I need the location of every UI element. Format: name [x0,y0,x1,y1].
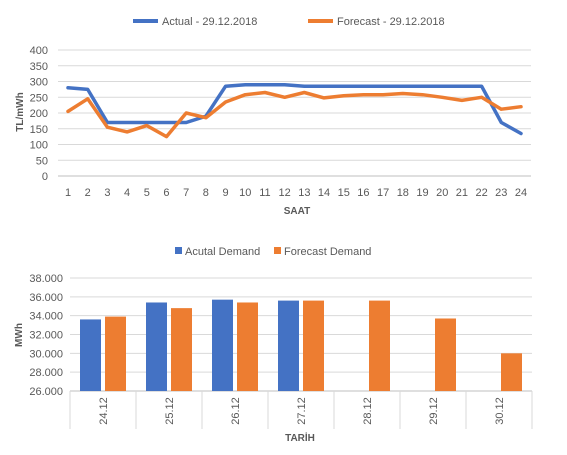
line-x-tick-label: 24 [515,187,527,199]
line-x-axis-title: SAAT [284,206,310,217]
bar-forecast-demand [237,302,258,391]
bar-x-tick-label: 24.12 [98,397,110,425]
bar-actual-demand [212,299,233,391]
line-x-tick-label: 23 [495,187,507,199]
legend-label-forecast-demand: Forecast Demand [284,246,371,258]
bar-x-axis-title: TARİH [285,431,315,444]
line-x-tick-label: 21 [456,187,468,199]
line-series-group [66,82,523,139]
line-y-tick-labels: 0 50 100 150 200 250 300 350 400 [30,45,48,183]
line-x-tick-label: 11 [259,187,270,199]
bar-actual-demand [80,319,101,391]
line-x-tick-label: 9 [223,187,229,199]
bar-x-tick-label: 26.12 [230,397,242,425]
line-x-tick-label: 6 [163,187,169,199]
bar-y-tick-label: 36.000 [29,292,63,304]
bar-x-tick-labels: 24.12 25.12 26.12 27.12 28.12 29.12 30.12 [98,397,506,425]
line-x-tick-label: 19 [416,187,428,199]
line-x-tick-label: 16 [357,187,369,199]
line-x-tick-label: 2 [85,187,91,199]
line-gridlines [58,49,531,177]
line-x-tick-label: 8 [203,187,209,199]
bar-y-tick-label: 34.000 [29,311,63,323]
bar-y-axis-title: MWh [14,323,25,347]
legend-label-actual: Actual - 29.12.2018 [162,16,257,28]
line-y-tick-label: 200 [30,108,48,120]
bar-x-tick-label: 29.12 [428,397,440,425]
line-x-tick-label: 12 [279,187,291,199]
bar-actual-demand [278,300,299,391]
bar-x-tick-label: 25.12 [164,397,176,425]
bar-y-tick-labels: 26.000 28.000 30.000 32.000 34.000 36.000 38.0… [29,273,63,398]
line-x-tick-label: 5 [144,187,150,199]
line-y-axis-title: TL/mWh [15,92,26,131]
bar-forecast-demand [105,316,126,391]
line-x-tick-label: 22 [475,187,487,199]
line-y-tick-label: 0 [42,171,48,183]
bar-forecast-demand [369,300,390,391]
line-x-tick-label: 7 [183,187,189,199]
bar-series-group [80,299,522,391]
line-x-tick-label: 13 [298,187,310,199]
line-y-tick-label: 250 [30,92,48,104]
line-y-tick-label: 50 [36,155,48,167]
bar-y-tick-label: 30.000 [29,348,63,360]
line-legend: Actual - 29.12.2018 Forecast - 29.12.201… [133,16,445,28]
line-x-tick-label: 10 [239,187,251,199]
line-x-tick-label: 1 [65,187,71,199]
line-series-actual [66,82,523,136]
line-y-tick-label: 300 [30,77,48,89]
line-y-tick-label: 150 [30,124,48,136]
bar-chart: Acutal Demand Forecast Demand 26.000 28.0… [14,246,533,444]
legend-swatch-actual-demand [175,247,182,254]
bar-y-tick-label: 38.000 [29,273,63,285]
line-chart: Actual - 29.12.2018 Forecast - 29.12.201… [15,16,531,217]
line-x-tick-label: 14 [318,187,330,199]
bar-y-tick-label: 32.000 [29,330,63,342]
line-x-tick-label: 4 [124,187,130,199]
line-series-forecast [66,90,523,139]
bar-forecast-demand [303,300,324,391]
bar-legend: Acutal Demand Forecast Demand [175,246,371,258]
line-x-tick-label: 18 [397,187,409,199]
line-y-tick-label: 100 [30,140,48,152]
line-y-tick-label: 350 [30,61,48,73]
bar-forecast-demand [501,353,522,391]
legend-label-actual-demand: Acutal Demand [185,246,260,258]
bar-forecast-demand [171,308,192,391]
line-x-tick-label: 20 [436,187,448,199]
bar-actual-demand [146,302,167,391]
line-x-tick-labels: 1 2 3 4 5 6 7 8 9 10 11 12 13 14 15 16 17 18 19 20 21 22 23 24 [65,187,527,199]
legend-swatch-forecast-demand [274,247,281,254]
line-y-tick-label: 400 [30,45,48,57]
bar-x-tick-label: 30.12 [494,397,506,425]
line-x-tick-label: 17 [377,187,389,199]
line-x-tick-label: 15 [338,187,350,199]
line-x-tick-label: 3 [104,187,110,199]
bar-y-tick-label: 26.000 [29,386,63,398]
bar-x-tick-label: 28.12 [362,397,374,425]
bar-x-tick-label: 27.12 [296,397,308,425]
legend-label-forecast: Forecast - 29.12.2018 [337,16,445,28]
bar-forecast-demand [435,318,456,391]
bar-y-tick-label: 28.000 [29,367,63,379]
